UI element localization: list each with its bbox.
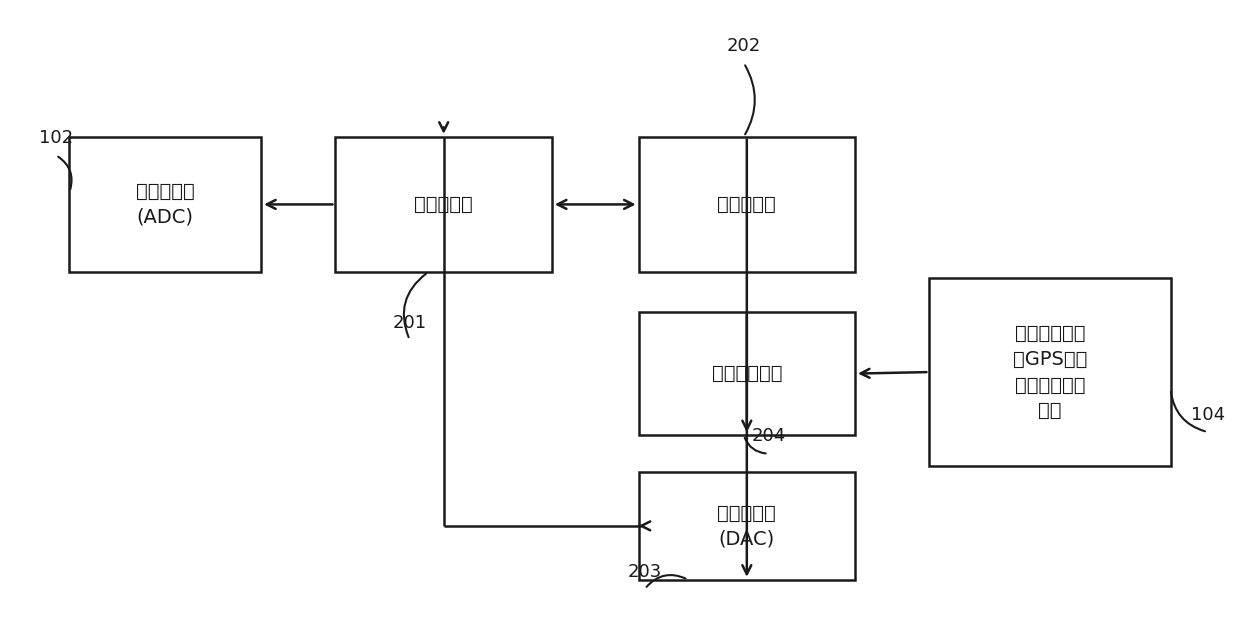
- Text: 数模转换器: 数模转换器: [718, 504, 776, 522]
- Text: 204: 204: [751, 428, 786, 446]
- Text: 全球定位系统: 全球定位系统: [1014, 324, 1085, 343]
- Text: (ADC): (ADC): [136, 208, 193, 227]
- Text: (DAC): (DAC): [719, 529, 775, 548]
- Text: 高频计数器: 高频计数器: [718, 195, 776, 214]
- Text: 203: 203: [627, 563, 662, 581]
- Text: 202: 202: [727, 36, 761, 54]
- Bar: [929, 278, 1171, 466]
- Text: 误差计算单元: 误差计算单元: [712, 364, 782, 383]
- Text: 104: 104: [1190, 406, 1225, 424]
- Text: 102: 102: [38, 129, 73, 147]
- Bar: [639, 137, 856, 272]
- Text: （GPS）或: （GPS）或: [1013, 350, 1087, 369]
- Text: 模数转换器: 模数转换器: [136, 182, 195, 201]
- Bar: [639, 472, 856, 580]
- Bar: [336, 137, 552, 272]
- Text: 晶体振荡器: 晶体振荡器: [414, 195, 474, 214]
- Bar: [639, 312, 856, 435]
- Text: 系统: 系统: [1038, 401, 1061, 420]
- Bar: [69, 137, 262, 272]
- Text: 北斗卫星导航: 北斗卫星导航: [1014, 376, 1085, 394]
- Text: 201: 201: [393, 313, 427, 331]
